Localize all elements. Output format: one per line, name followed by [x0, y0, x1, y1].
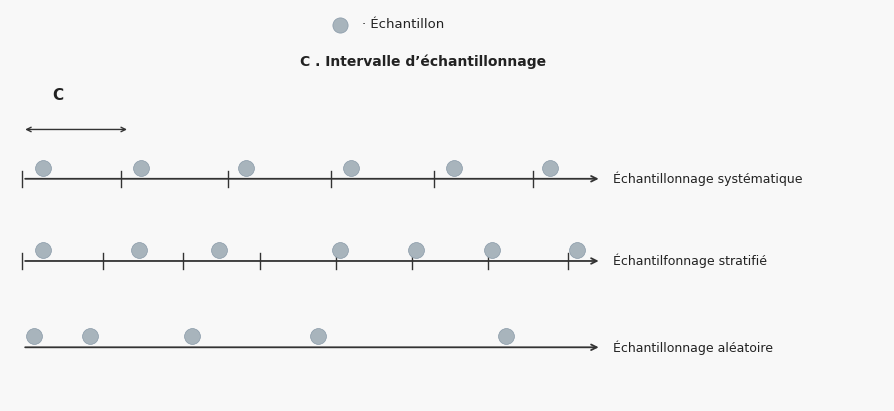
Point — [82, 333, 97, 339]
Point — [212, 247, 226, 253]
Point — [131, 247, 146, 253]
Point — [36, 164, 50, 171]
Point — [27, 333, 41, 339]
Point — [239, 164, 253, 171]
Text: · Échantillon: · Échantillon — [362, 18, 444, 31]
Point — [36, 247, 50, 253]
Point — [185, 333, 199, 339]
Point — [333, 21, 347, 28]
Point — [498, 333, 512, 339]
Point — [485, 247, 499, 253]
Text: C: C — [53, 88, 63, 103]
Point — [310, 333, 325, 339]
Point — [333, 247, 347, 253]
Text: Échantillonnage aléatoire: Échantillonnage aléatoire — [612, 340, 772, 355]
Point — [543, 164, 557, 171]
Point — [134, 164, 148, 171]
Point — [446, 164, 460, 171]
Text: Échantillonnage systématique: Échantillonnage systématique — [612, 171, 802, 186]
Text: Échantilfonnage stratifié: Échantilfonnage stratifié — [612, 254, 766, 268]
Point — [569, 247, 584, 253]
Point — [343, 164, 358, 171]
Point — [409, 247, 423, 253]
Text: C . Intervalle d’échantillonnage: C . Intervalle d’échantillonnage — [299, 54, 545, 69]
